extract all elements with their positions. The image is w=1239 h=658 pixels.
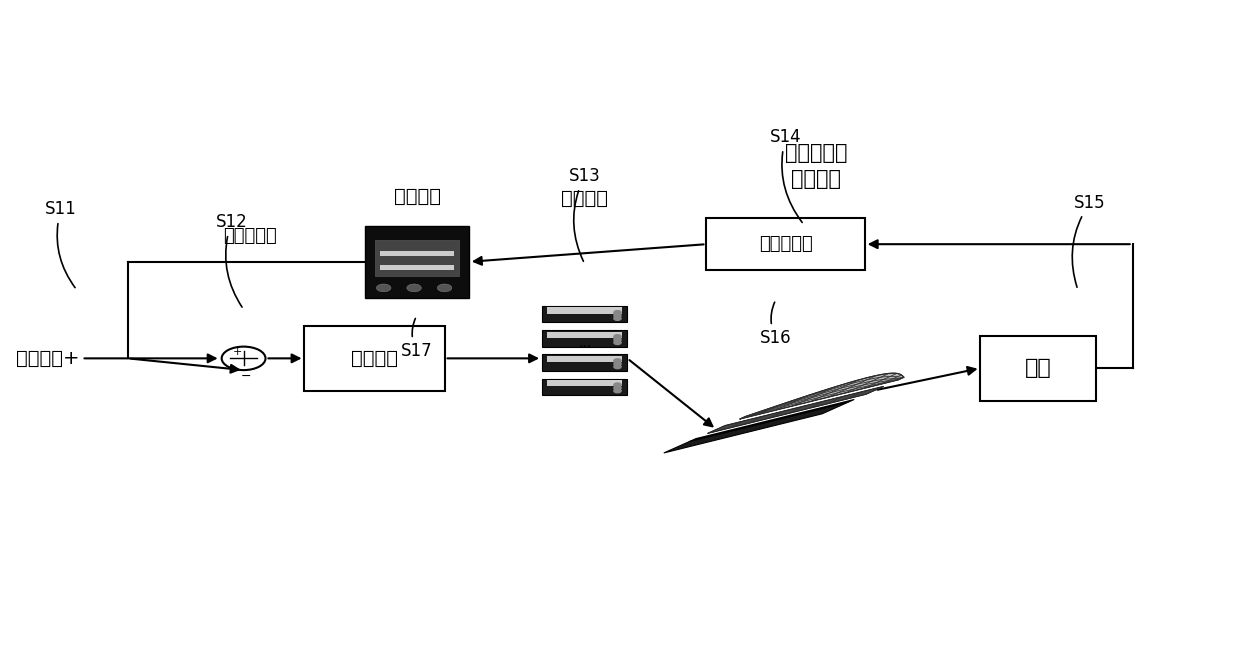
Circle shape bbox=[406, 284, 421, 291]
Text: 模拟系统: 模拟系统 bbox=[790, 169, 841, 189]
Circle shape bbox=[613, 389, 621, 393]
Text: S15: S15 bbox=[1072, 193, 1106, 287]
Text: 温度传感器: 温度传感器 bbox=[758, 235, 813, 253]
Text: 程控电源: 程控电源 bbox=[561, 189, 608, 208]
Circle shape bbox=[613, 335, 621, 339]
Bar bbox=[380, 265, 455, 270]
Bar bbox=[541, 355, 627, 370]
Circle shape bbox=[613, 359, 621, 363]
Circle shape bbox=[613, 311, 621, 315]
Bar bbox=[305, 326, 445, 391]
Text: +: + bbox=[233, 347, 242, 357]
Bar bbox=[366, 226, 468, 297]
Circle shape bbox=[613, 313, 621, 317]
Circle shape bbox=[613, 362, 621, 366]
Polygon shape bbox=[740, 373, 904, 419]
Polygon shape bbox=[690, 399, 854, 442]
Polygon shape bbox=[664, 402, 849, 453]
Bar bbox=[375, 240, 460, 276]
Bar bbox=[980, 336, 1097, 401]
Polygon shape bbox=[707, 386, 883, 434]
Text: S17: S17 bbox=[400, 318, 432, 360]
Text: S16: S16 bbox=[760, 302, 792, 347]
Text: 控制算法: 控制算法 bbox=[351, 349, 398, 368]
Text: ···: ··· bbox=[579, 340, 591, 354]
Bar bbox=[546, 356, 622, 362]
Circle shape bbox=[613, 386, 621, 390]
Circle shape bbox=[437, 284, 452, 291]
Text: 控制目标+: 控制目标+ bbox=[16, 349, 79, 368]
Text: 吸波外热流: 吸波外热流 bbox=[784, 143, 847, 163]
Bar bbox=[546, 380, 622, 386]
Circle shape bbox=[613, 383, 621, 387]
Circle shape bbox=[613, 316, 621, 320]
Text: S11: S11 bbox=[45, 200, 77, 288]
Bar bbox=[541, 378, 627, 395]
Circle shape bbox=[377, 284, 392, 291]
Bar bbox=[541, 330, 627, 347]
Text: 天线: 天线 bbox=[1025, 358, 1052, 378]
Bar bbox=[541, 306, 627, 322]
Bar bbox=[380, 251, 455, 256]
Text: S14: S14 bbox=[769, 128, 802, 222]
Text: −: − bbox=[240, 370, 252, 383]
Text: S12: S12 bbox=[216, 213, 248, 307]
Bar bbox=[546, 332, 622, 338]
Circle shape bbox=[613, 365, 621, 368]
Bar bbox=[546, 307, 622, 314]
Text: 实际测量值: 实际测量值 bbox=[223, 228, 276, 245]
Bar bbox=[706, 218, 865, 270]
Text: 数采仪器: 数采仪器 bbox=[394, 187, 441, 206]
Circle shape bbox=[613, 338, 621, 342]
Circle shape bbox=[613, 341, 621, 345]
Text: S13: S13 bbox=[569, 168, 601, 261]
